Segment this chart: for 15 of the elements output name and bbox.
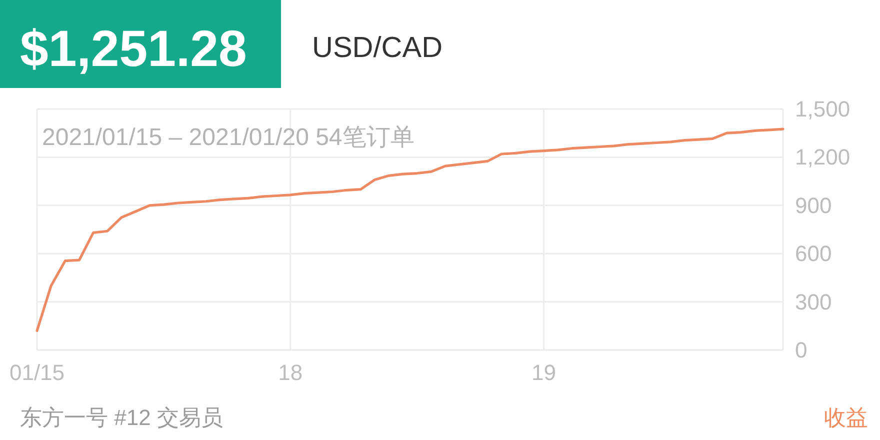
y-tick-label: 1,500 (795, 96, 850, 122)
y-tick-label: 1,200 (795, 144, 850, 170)
y-tick-label: 600 (795, 241, 832, 266)
annotation: 收益 (824, 405, 868, 430)
annotation: 东方一号 #12 交易员 (20, 405, 223, 430)
x-tick-label: 01/15 (9, 360, 65, 385)
x-tick-label: 18 (278, 360, 303, 385)
x-tick-label: 19 (531, 360, 556, 385)
annotation: 2021/01/15 – 2021/01/20 54笔订单 (42, 124, 414, 151)
y-tick-label: 0 (795, 338, 808, 362)
subtitle: USD/CAD (312, 32, 443, 64)
title: $1,251.28 (0, 0, 281, 88)
chart-title: $1,251.28 (20, 20, 247, 77)
y-tick-label: 900 (795, 192, 832, 218)
y-tick-label: 300 (795, 289, 832, 314)
